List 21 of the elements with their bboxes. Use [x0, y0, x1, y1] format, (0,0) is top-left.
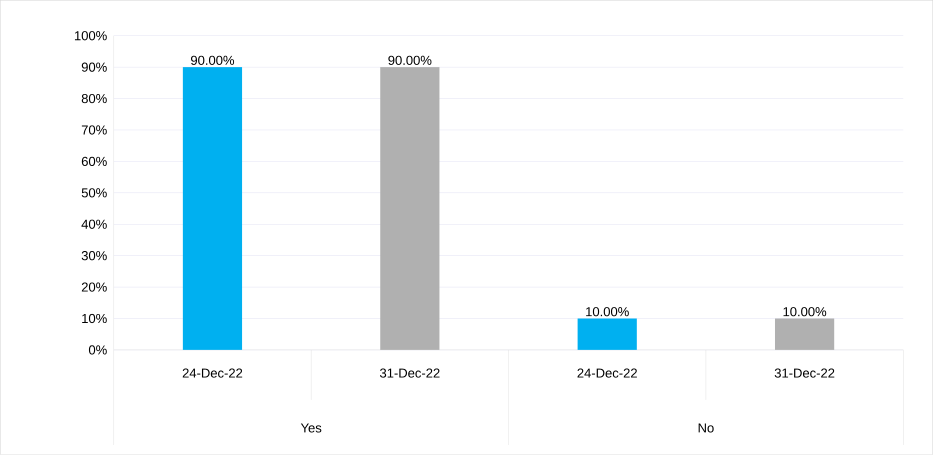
y-tick-label: 90%: [82, 62, 107, 72]
text: Yes: [300, 424, 322, 433]
y-tick-label: 70%: [82, 126, 107, 135]
y-tick-label: 0%: [88, 345, 107, 355]
x-tick-label: 24-Dec-22: [578, 368, 637, 378]
y-tick-label: 30%: [82, 251, 107, 260]
data-label: 10.00%: [784, 307, 826, 316]
x-tick-label: 24-Dec-22: [182, 368, 242, 378]
y-tick-label: 100%: [74, 31, 107, 40]
y-tick-label: 10%: [82, 314, 107, 324]
data-label: 10.00%: [586, 307, 629, 316]
x-tick-label: 31-Dec-22: [774, 368, 834, 378]
y-tick-label: 20%: [82, 282, 107, 292]
text: No: [698, 424, 714, 433]
x-tick-label: 31-Dec-22: [380, 368, 440, 378]
y-tick-label: 60%: [82, 156, 107, 166]
y-tick-label: 50%: [82, 188, 107, 198]
y-tick-label: 80%: [82, 94, 107, 104]
data-label: 90.00%: [388, 56, 432, 66]
data-label: 90.00%: [191, 56, 234, 66]
y-tick-label: 40%: [82, 220, 107, 229]
